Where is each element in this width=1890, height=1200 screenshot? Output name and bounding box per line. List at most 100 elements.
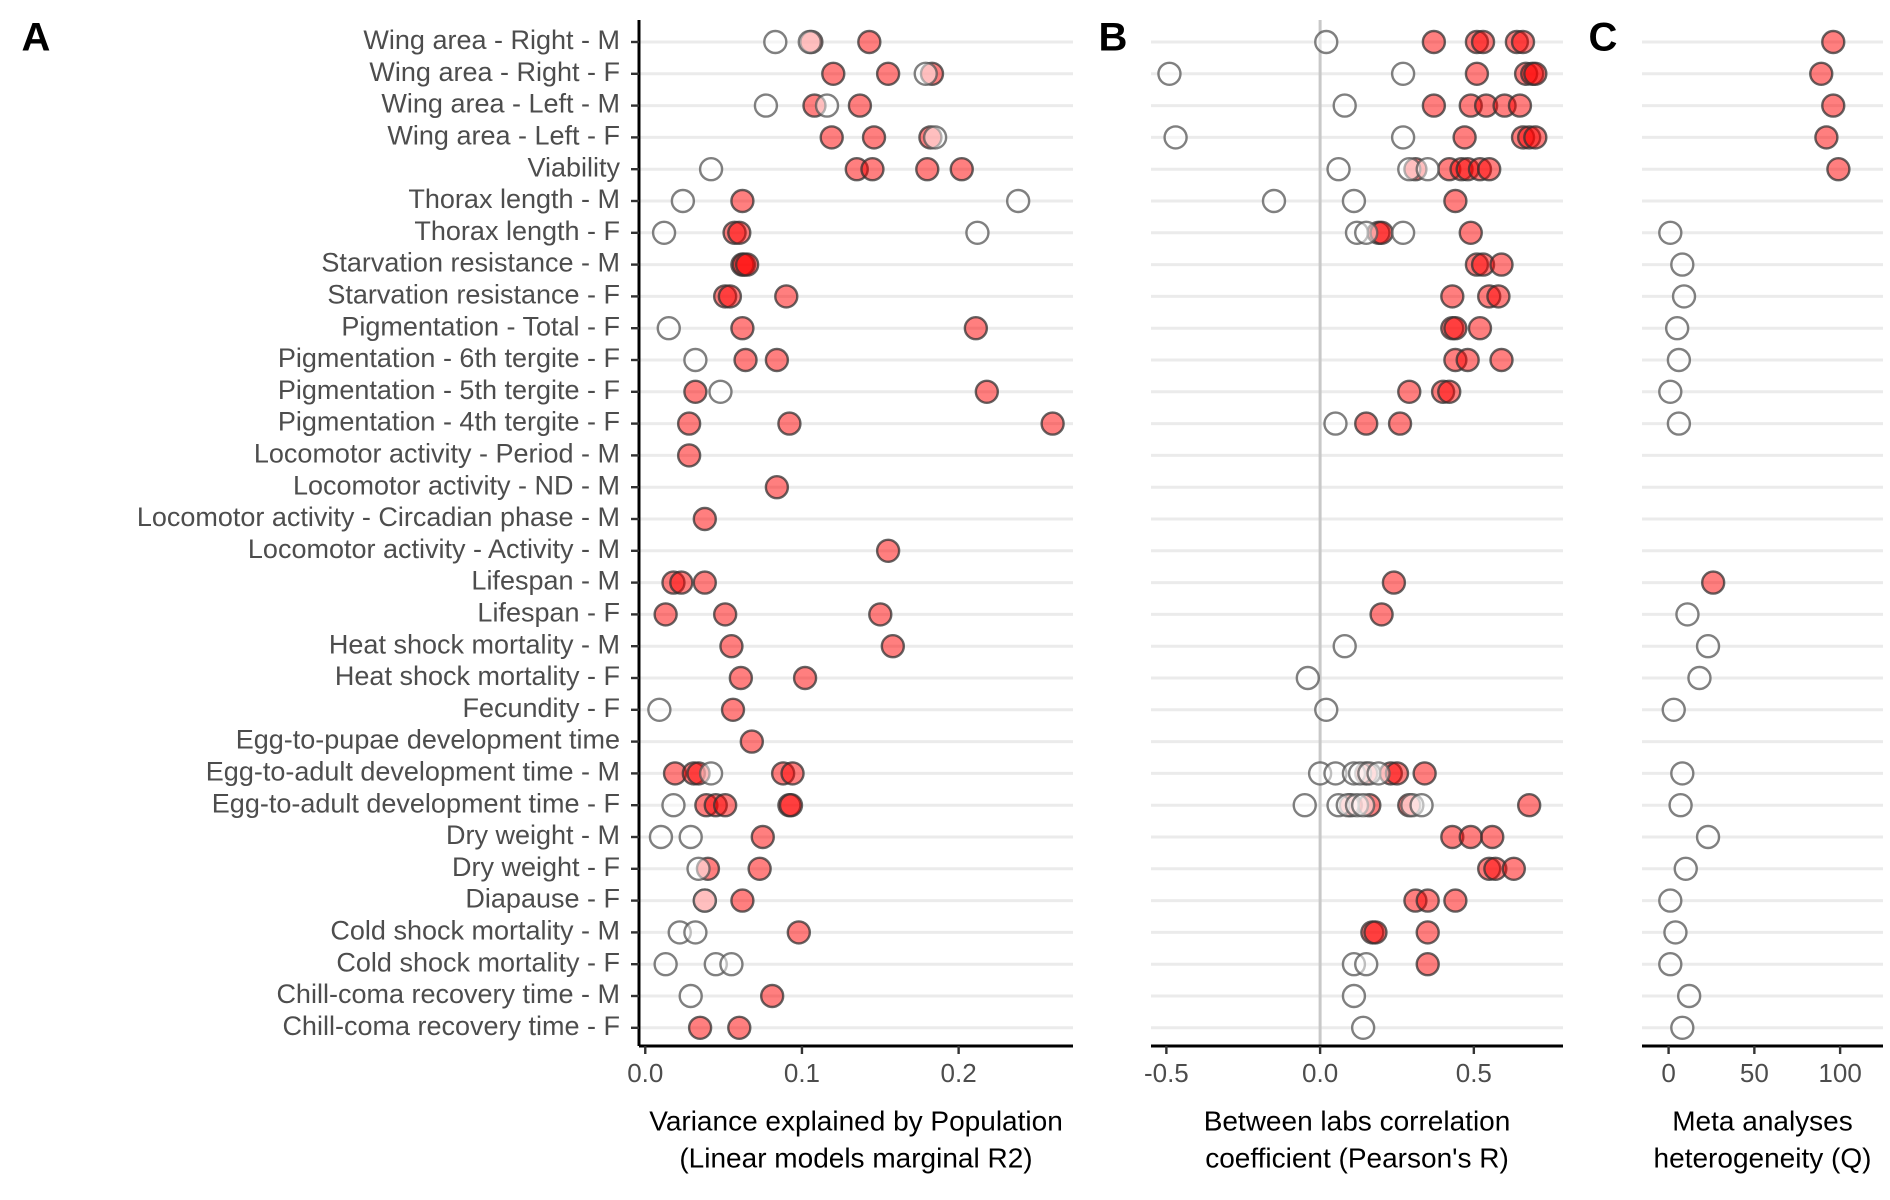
category-label: Lifespan - F [477,598,620,628]
category-label: Wing area - Right - M [363,25,620,55]
category-label: Egg-to-adult development time - M [206,757,620,787]
point-significant [949,156,974,182]
category-label: Egg-to-adult development time - F [212,788,620,818]
point-significant [676,411,702,436]
point-nonsignificant [797,29,822,55]
point-nonsignificant [670,188,696,214]
point-significant [727,1015,752,1041]
point-nonsignificant [814,93,840,118]
point-nonsignificant [651,220,677,246]
point-nonsignificant [1415,156,1440,182]
x-tick-label: 50 [1740,1058,1769,1088]
point-significant [692,506,718,532]
point-significant [786,920,812,945]
point-nonsignificant [683,347,708,373]
point-nonsignificant [1326,156,1351,182]
point-nonsignificant [648,824,674,850]
point-nonsignificant [1295,665,1321,691]
point-nonsignificant [1695,634,1721,659]
point-significant [730,888,755,913]
point-significant [712,793,738,818]
point-nonsignificant [1163,125,1188,150]
point-significant [733,347,758,373]
point-nonsignificant [1666,411,1692,436]
panel-label: C [1589,16,1618,60]
category-label: Pigmentation - 5th tergite - F [278,375,620,405]
point-significant [1510,29,1536,55]
point-significant [1507,93,1533,118]
x-axis-label: (Linear models marginal R2) [679,1142,1032,1173]
point-nonsignificant [1670,761,1695,786]
point-significant [1809,61,1834,87]
point-significant [1421,29,1447,55]
category-label: Egg-to-pupae development time [236,725,620,755]
point-significant [1437,379,1462,404]
point-nonsignificant [1323,411,1348,436]
point-significant [1369,602,1394,627]
point-nonsignificant [1670,1015,1695,1041]
category-label: Dry weight - M [446,820,620,850]
point-significant [868,602,893,627]
point-significant [821,61,846,87]
point-nonsignificant [1390,125,1416,150]
point-significant [727,220,752,246]
category-label: Wing area - Right - F [369,57,620,87]
point-significant [719,634,744,659]
point-significant [875,61,901,87]
point-nonsignificant [1157,61,1182,87]
point-nonsignificant [763,29,788,55]
point-significant [764,347,790,373]
point-significant [734,252,760,277]
point-nonsignificant [1314,697,1339,722]
point-significant [1381,570,1407,595]
point-significant [1821,93,1846,118]
point-nonsignificant [698,761,724,786]
point-significant [1821,29,1846,55]
point-nonsignificant [1354,220,1379,246]
point-nonsignificant [1676,983,1702,1009]
point-significant [1397,379,1422,404]
point-significant [687,1015,713,1041]
point-nonsignificant [692,888,718,913]
category-label: Lifespan - M [471,566,620,596]
point-nonsignificant [965,220,990,246]
point-significant [1415,920,1440,945]
point-significant [1354,411,1379,436]
point-significant [1489,347,1514,373]
point-nonsignificant [1314,29,1339,55]
point-significant [1470,29,1496,55]
category-label: Locomotor activity - Period - M [254,439,620,469]
point-significant [692,570,718,595]
point-significant [669,570,694,595]
point-significant [1458,824,1483,850]
point-nonsignificant [1390,61,1416,87]
category-label: Thorax length - M [408,184,620,214]
point-nonsignificant [1675,602,1700,627]
point-nonsignificant [678,983,703,1009]
point-significant [1440,284,1465,309]
point-nonsignificant [1668,793,1693,818]
point-significant [774,284,799,309]
point-significant [778,793,804,818]
x-tick-label: 0 [1661,1058,1675,1088]
category-label: Cold shock mortality - F [336,947,620,977]
point-significant [720,697,746,722]
point-nonsignificant [1695,824,1721,850]
panel-label: B [1099,16,1128,60]
point-significant [847,93,873,118]
x-tick-label: 0.1 [784,1058,820,1088]
point-nonsignificant [1354,952,1379,977]
x-tick-label: 0.5 [1456,1058,1492,1088]
point-nonsignificant [678,824,703,850]
category-label: Pigmentation - 4th tergite - F [278,407,620,437]
x-tick-label: 0.0 [627,1058,663,1088]
point-significant [1814,125,1839,150]
point-nonsignificant [1671,284,1697,309]
point-nonsignificant [913,61,938,87]
point-significant [1415,952,1440,977]
point-nonsignificant [1390,220,1416,246]
x-axis-label: coefficient (Pearson's R) [1205,1142,1509,1173]
point-nonsignificant [1350,1015,1376,1041]
category-label: Viability [527,152,620,182]
point-significant [1464,61,1490,87]
